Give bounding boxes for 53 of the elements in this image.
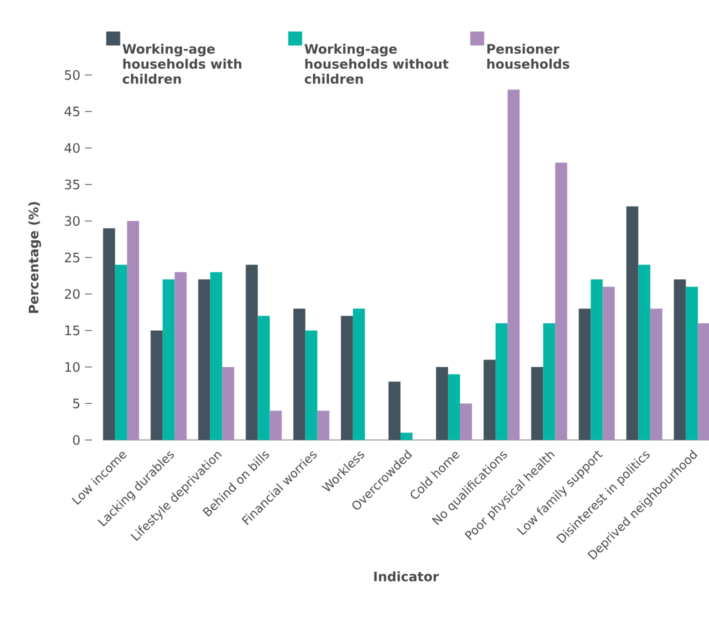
bar [448,374,460,440]
y-tick-label: 30 [64,216,80,226]
legend-label: Working-age households with children [122,44,242,84]
bar [115,264,128,440]
y-tick-label: 5 [73,398,80,408]
bar [638,264,650,440]
bar [293,308,306,440]
bar [531,366,544,440]
y-axis-title: Percentage (%) [28,202,42,313]
bar [555,162,568,440]
legend-label: Working-age households without children [304,44,448,84]
bar [162,279,175,440]
y-tick-label: 10 [65,362,80,372]
bar [222,366,234,440]
bar [388,382,400,440]
bar [258,316,270,440]
bar [210,272,222,440]
bar [578,308,591,440]
bar [602,286,615,440]
bar [650,308,662,440]
bar [352,308,365,440]
bar [150,330,163,440]
bar [460,403,472,440]
y-tick-label: 50 [64,70,80,80]
bar [305,330,318,440]
bar [674,279,686,440]
y-tick-label: 15 [65,326,80,336]
bar [127,220,140,440]
y-tick-label: 20 [64,289,80,299]
y-tick-label: 45 [64,106,80,116]
bar [543,323,556,440]
bar [103,228,116,440]
bar [698,323,709,440]
y-tick-label: 25 [64,252,80,262]
bar [270,410,282,440]
bar [198,279,210,440]
bar [340,316,353,440]
bar [174,272,187,440]
bar [400,432,412,440]
x-axis-title: Indicator [374,571,439,582]
bar [317,410,330,440]
bar [686,286,698,440]
legend-label: Pensioner households [487,44,570,69]
bar [484,360,496,440]
y-tick-label: 35 [64,180,80,190]
y-tick-label: 0 [73,435,80,445]
y-tick-label: 40 [64,143,80,153]
bar [246,264,258,440]
bar [496,323,508,440]
bar [626,206,638,440]
bar [508,90,520,440]
bar [590,279,603,440]
bar [436,366,448,440]
